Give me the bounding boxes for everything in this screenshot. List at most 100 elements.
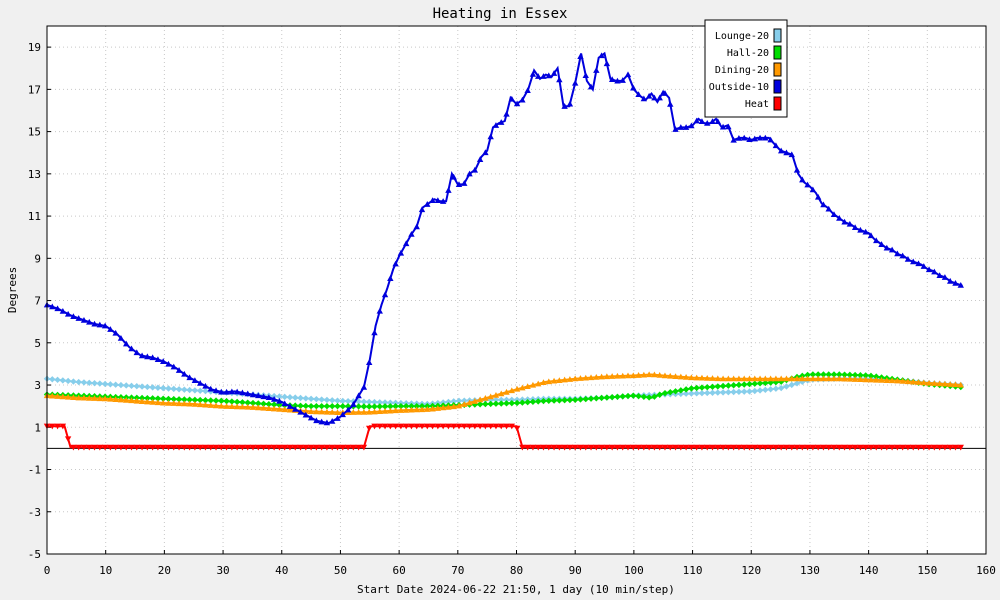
data-point <box>181 400 188 407</box>
data-point <box>873 373 880 380</box>
data-point <box>450 398 457 405</box>
data-point <box>862 444 869 451</box>
data-point <box>450 403 457 410</box>
data-point <box>466 170 473 177</box>
data-point <box>445 423 452 430</box>
data-point <box>165 444 172 451</box>
data-point <box>434 405 442 411</box>
data-point <box>698 118 706 125</box>
data-point <box>133 394 140 401</box>
data-point <box>397 249 405 256</box>
data-point <box>846 375 854 382</box>
data-point <box>582 444 589 451</box>
data-point <box>365 403 373 410</box>
data-point <box>550 70 558 76</box>
data-point <box>313 444 320 451</box>
data-point <box>466 399 473 406</box>
data-point <box>371 403 378 410</box>
data-point <box>429 197 436 204</box>
data-point <box>281 444 288 451</box>
data-point <box>873 376 880 383</box>
data-point <box>799 375 806 382</box>
data-point <box>228 444 236 451</box>
data-point <box>64 436 72 443</box>
data-point <box>571 396 579 404</box>
data-point <box>418 206 426 213</box>
data-point <box>767 444 774 451</box>
data-point <box>228 403 236 410</box>
data-point <box>920 444 927 451</box>
data-point <box>883 444 891 451</box>
data-point <box>825 371 832 378</box>
data-point <box>540 73 547 79</box>
data-point <box>777 147 785 154</box>
data-point <box>851 444 859 451</box>
data-point <box>788 375 795 382</box>
x-tick-label: 80 <box>510 564 523 577</box>
data-point <box>820 444 827 451</box>
data-point <box>112 381 119 388</box>
data-point <box>255 400 262 407</box>
data-point <box>239 403 246 410</box>
data-point <box>540 379 547 386</box>
data-point <box>355 392 362 399</box>
data-point <box>445 398 452 406</box>
data-point <box>529 398 537 406</box>
data-point <box>904 378 912 385</box>
data-point <box>862 228 869 235</box>
data-point <box>392 423 399 430</box>
data-point <box>746 388 753 395</box>
data-point <box>714 383 721 390</box>
data-point <box>270 401 278 408</box>
data-point <box>598 444 605 451</box>
data-point <box>281 406 288 413</box>
data-point <box>244 444 251 451</box>
data-point <box>582 374 589 381</box>
data-point <box>101 395 109 402</box>
data-point <box>307 444 315 451</box>
data-point <box>223 444 230 451</box>
data-point <box>313 417 320 424</box>
data-point <box>297 394 304 402</box>
data-point <box>910 444 917 451</box>
data-point <box>746 380 753 388</box>
data-point <box>508 399 516 407</box>
data-point <box>767 375 774 382</box>
data-point <box>418 402 426 410</box>
data-point <box>196 401 204 408</box>
data-point <box>302 402 310 410</box>
data-point <box>381 423 389 430</box>
data-point <box>693 444 700 451</box>
data-point <box>513 100 521 107</box>
data-point <box>170 395 177 403</box>
data-point <box>86 379 93 387</box>
data-point <box>318 396 325 403</box>
data-point <box>698 389 706 397</box>
data-point <box>709 389 716 396</box>
data-point <box>133 444 140 451</box>
data-point <box>645 371 653 378</box>
data-point <box>709 383 716 390</box>
data-point <box>862 376 869 383</box>
series-hall-20 <box>43 371 964 410</box>
data-point <box>107 381 114 388</box>
data-point <box>371 398 378 406</box>
data-point <box>323 396 331 404</box>
data-point <box>59 393 67 400</box>
series-outside-10 <box>43 51 964 426</box>
data-point <box>593 444 600 451</box>
data-point <box>133 397 140 404</box>
data-point <box>867 372 875 380</box>
data-point <box>862 372 869 379</box>
data-point <box>91 395 98 401</box>
data-point <box>730 375 737 382</box>
data-point <box>830 211 838 217</box>
series-line <box>47 425 963 449</box>
data-point <box>513 399 521 407</box>
data-point <box>329 397 336 404</box>
data-point <box>783 375 790 382</box>
data-point <box>608 444 616 451</box>
data-point <box>640 393 648 400</box>
data-point <box>360 383 368 390</box>
data-point <box>424 402 431 410</box>
